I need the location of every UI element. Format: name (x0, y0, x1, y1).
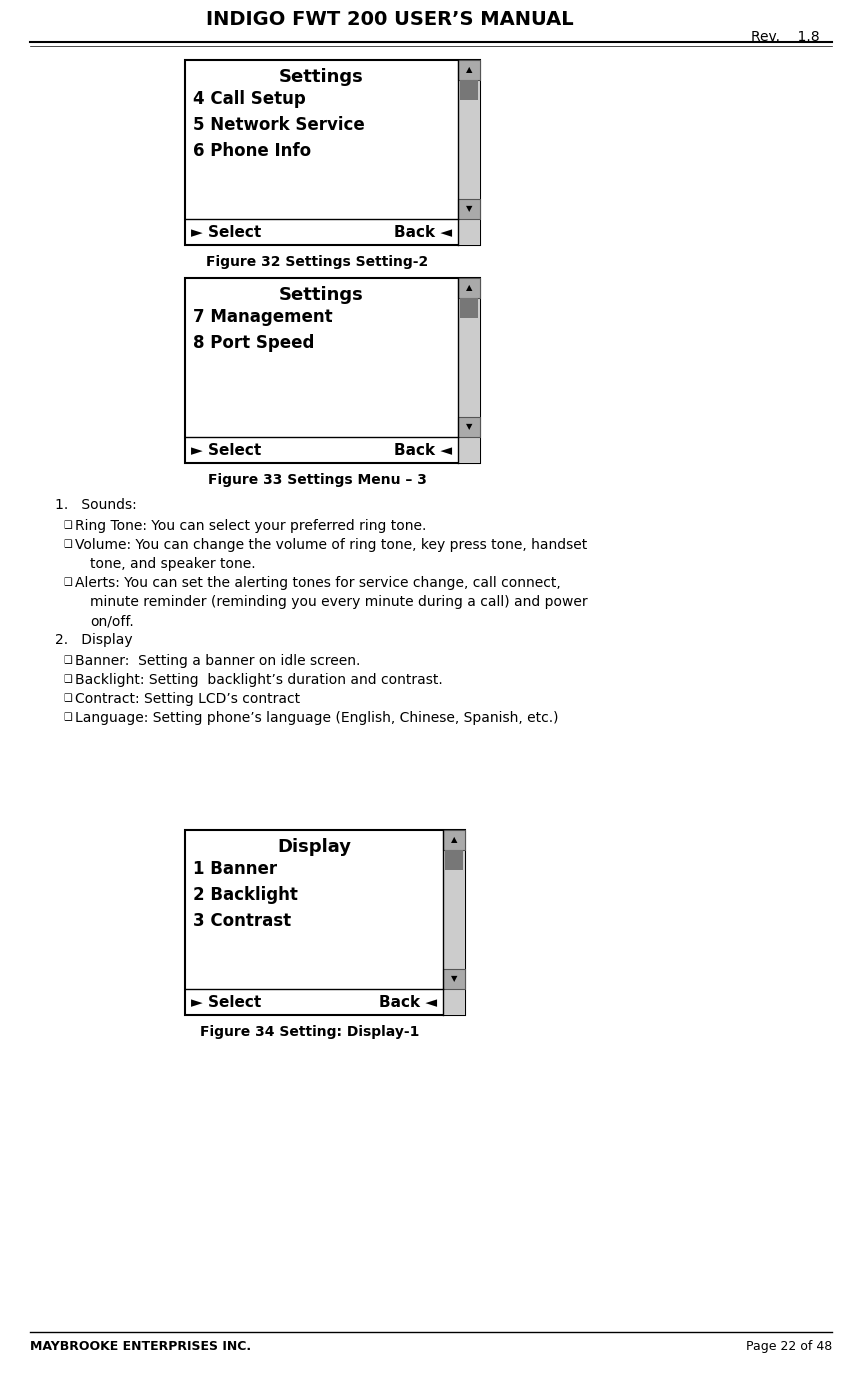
Bar (457, 59, 480, 244)
Text: Settings: Settings (279, 68, 363, 86)
Bar (457, 59, 480, 80)
Text: ❑: ❑ (63, 713, 71, 722)
Text: Back ◄: Back ◄ (393, 225, 451, 239)
Bar (457, 278, 480, 463)
Text: Contract: Setting LCD’s contract: Contract: Setting LCD’s contract (75, 692, 300, 706)
Text: Ring Tone: You can select your preferred ring tone.: Ring Tone: You can select your preferred… (75, 519, 426, 533)
Text: 5 Network Service: 5 Network Service (193, 116, 364, 134)
Text: 1.   Sounds:: 1. Sounds: (55, 499, 137, 512)
Text: 8 Port Speed: 8 Port Speed (193, 334, 314, 352)
Bar (443, 969, 464, 989)
Text: Figure 33 Settings Menu – 3: Figure 33 Settings Menu – 3 (208, 474, 426, 487)
Text: Backlight: Setting  backlight’s duration and contrast.: Backlight: Setting backlight’s duration … (75, 673, 443, 686)
Text: ▼: ▼ (465, 204, 472, 214)
Text: ❑: ❑ (63, 577, 71, 587)
Text: ❑: ❑ (63, 674, 71, 684)
Text: ❑: ❑ (63, 655, 71, 666)
Bar (444, 849, 462, 870)
Text: ❑: ❑ (63, 521, 71, 530)
Bar (457, 417, 480, 436)
Text: Figure 32 Settings Setting-2: Figure 32 Settings Setting-2 (206, 255, 428, 269)
Text: ▼: ▼ (450, 975, 456, 983)
Text: Back ◄: Back ◄ (393, 442, 451, 457)
Bar (185, 278, 480, 463)
Text: 1 Banner: 1 Banner (193, 860, 276, 878)
Text: 2 Backlight: 2 Backlight (193, 887, 298, 905)
Text: Banner:  Setting a banner on idle screen.: Banner: Setting a banner on idle screen. (75, 655, 360, 668)
Text: Alerts: You can set the alerting tones for service change, call connect,: Alerts: You can set the alerting tones f… (75, 576, 561, 590)
Text: ► Select: ► Select (191, 994, 261, 1010)
Bar (185, 830, 464, 1015)
Text: ▼: ▼ (465, 423, 472, 431)
Text: ▲: ▲ (465, 283, 472, 293)
Bar (460, 80, 478, 99)
Text: Back ◄: Back ◄ (379, 994, 437, 1010)
Text: ▲: ▲ (465, 65, 472, 75)
Text: 7 Management: 7 Management (193, 308, 332, 326)
Text: 2.   Display: 2. Display (55, 632, 133, 648)
Text: ► Select: ► Select (191, 225, 261, 239)
Text: tone, and speaker tone.: tone, and speaker tone. (90, 557, 256, 570)
Text: MAYBROOKE ENTERPRISES INC.: MAYBROOKE ENTERPRISES INC. (30, 1340, 251, 1353)
Bar (185, 59, 480, 244)
Text: minute reminder (reminding you every minute during a call) and power: minute reminder (reminding you every min… (90, 595, 587, 609)
Text: on/off.: on/off. (90, 615, 133, 628)
Text: Display: Display (276, 838, 350, 856)
Bar (443, 830, 464, 1015)
Text: ► Select: ► Select (191, 442, 261, 457)
Text: ❑: ❑ (63, 539, 71, 550)
Bar (457, 199, 480, 220)
Text: Figure 34 Setting: Display-1: Figure 34 Setting: Display-1 (200, 1025, 419, 1039)
Text: ▲: ▲ (450, 836, 456, 845)
Text: Language: Setting phone’s language (English, Chinese, Spanish, etc.): Language: Setting phone’s language (Engl… (75, 711, 558, 725)
Text: ❑: ❑ (63, 693, 71, 703)
Text: 6 Phone Info: 6 Phone Info (193, 142, 311, 160)
Bar (443, 830, 464, 849)
Text: Volume: You can change the volume of ring tone, key press tone, handset: Volume: You can change the volume of rin… (75, 539, 586, 552)
Text: Settings: Settings (279, 286, 363, 304)
Text: Page 22 of 48: Page 22 of 48 (745, 1340, 831, 1353)
Text: 3 Contrast: 3 Contrast (193, 911, 291, 929)
Text: Rev.    1.8: Rev. 1.8 (751, 30, 819, 44)
Text: INDIGO FWT 200 USER’S MANUAL: INDIGO FWT 200 USER’S MANUAL (206, 10, 573, 29)
Text: 4 Call Setup: 4 Call Setup (193, 90, 306, 108)
Bar (457, 278, 480, 298)
Bar (460, 298, 478, 318)
